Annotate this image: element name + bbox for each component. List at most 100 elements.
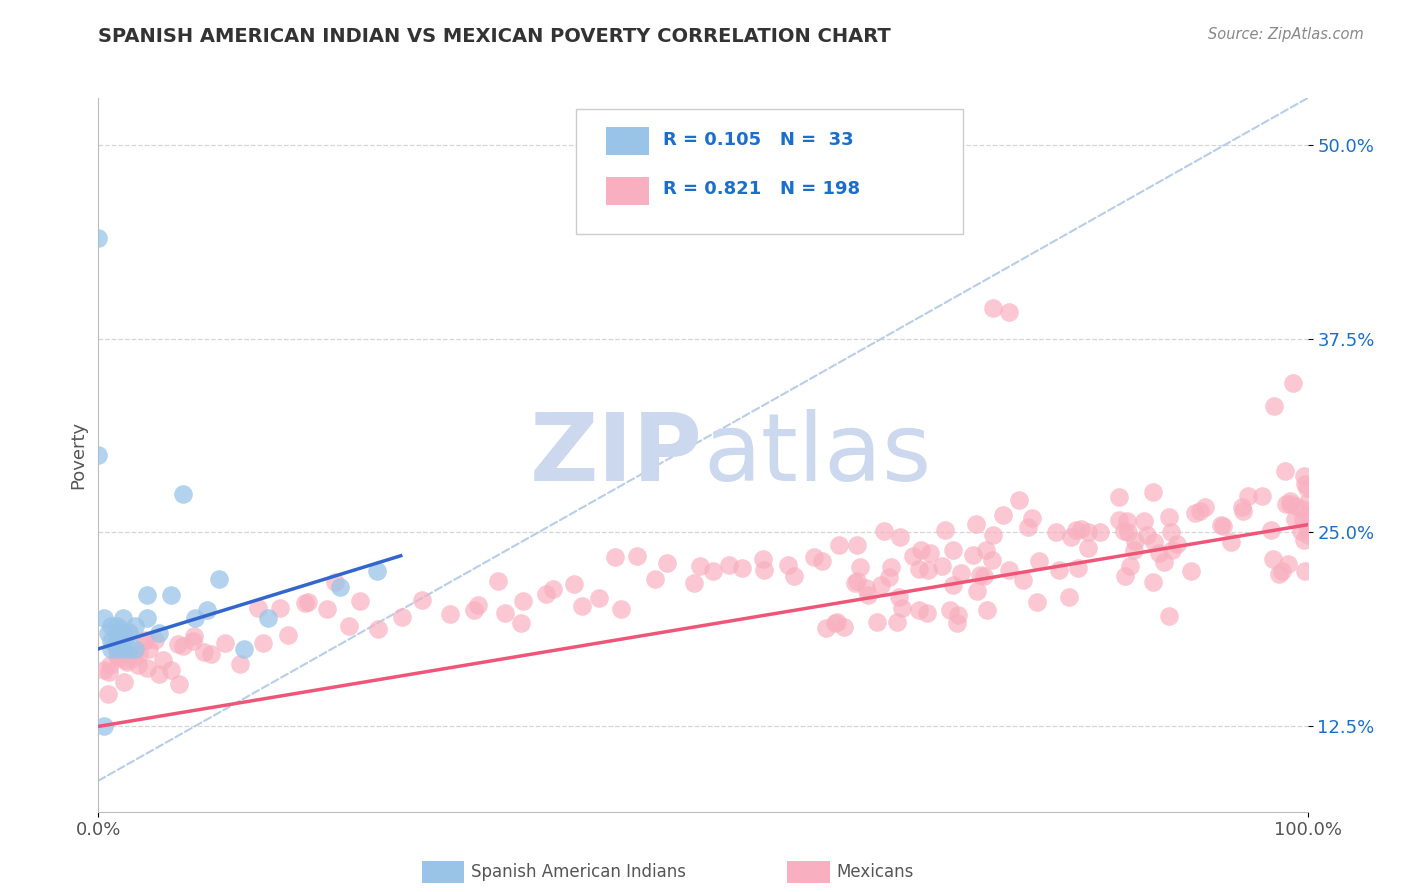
Point: [1143, 534, 1166, 549]
Point: [252, 636, 274, 650]
Point: [1045, 524, 1067, 539]
Point: [962, 548, 984, 562]
Point: [886, 615, 908, 629]
Point: [134, 634, 156, 648]
Point: [124, 641, 146, 656]
Point: [93, 611, 115, 625]
Point: [1067, 560, 1090, 574]
Point: [200, 647, 222, 661]
Point: [297, 595, 319, 609]
Point: [1180, 565, 1202, 579]
Point: [866, 615, 889, 629]
Point: [107, 650, 129, 665]
Text: Source: ZipAtlas.com: Source: ZipAtlas.com: [1208, 27, 1364, 42]
Point: [1008, 492, 1031, 507]
Point: [917, 563, 939, 577]
Point: [991, 508, 1014, 522]
Point: [1232, 504, 1254, 518]
Point: [105, 634, 128, 648]
Point: [825, 615, 848, 630]
Point: [849, 559, 872, 574]
Point: [1268, 567, 1291, 582]
Point: [1142, 575, 1164, 590]
Point: [644, 572, 666, 586]
Point: [1289, 524, 1312, 538]
Point: [1230, 500, 1253, 515]
Point: [974, 542, 997, 557]
Point: [1025, 595, 1047, 609]
Point: [105, 641, 128, 656]
Point: [115, 653, 138, 667]
Point: [908, 602, 931, 616]
Point: [232, 641, 254, 656]
Point: [1161, 542, 1184, 557]
Point: [752, 552, 775, 566]
Point: [931, 559, 953, 574]
Point: [877, 570, 900, 584]
Point: [148, 666, 170, 681]
Point: [1108, 513, 1130, 527]
Point: [1028, 554, 1050, 568]
Point: [811, 554, 834, 568]
Point: [256, 611, 278, 625]
Point: [889, 530, 911, 544]
Point: [1295, 481, 1317, 495]
Point: [814, 621, 837, 635]
Point: [1070, 522, 1092, 536]
Point: [463, 603, 485, 617]
Point: [1108, 490, 1130, 504]
Point: [138, 641, 160, 656]
Point: [105, 644, 128, 658]
Point: [1274, 464, 1296, 478]
Point: [1011, 573, 1033, 587]
Point: [1153, 555, 1175, 569]
Point: [998, 305, 1021, 319]
Point: [118, 625, 141, 640]
Point: [949, 566, 972, 581]
Point: [981, 528, 1004, 542]
Point: [1285, 499, 1308, 513]
Point: [844, 576, 866, 591]
Point: [1278, 494, 1301, 508]
Point: [1157, 510, 1180, 524]
Point: [486, 574, 509, 589]
Point: [494, 606, 516, 620]
Point: [1064, 524, 1087, 538]
Point: [783, 568, 806, 582]
Point: [1219, 534, 1241, 549]
Point: [824, 615, 846, 630]
Point: [1188, 504, 1211, 518]
Point: [108, 622, 131, 636]
Point: [939, 603, 962, 617]
Point: [1294, 564, 1316, 578]
Point: [731, 561, 754, 575]
Bar: [606, 177, 648, 205]
Point: [97, 688, 120, 702]
Point: [93, 663, 115, 677]
Point: [134, 633, 156, 648]
Point: [1260, 524, 1282, 538]
Point: [100, 618, 122, 632]
Text: R = 0.821   N = 198: R = 0.821 N = 198: [664, 180, 860, 198]
Point: [1160, 524, 1182, 539]
Point: [1278, 497, 1301, 511]
Point: [718, 558, 741, 573]
Point: [1271, 564, 1294, 578]
Point: [588, 591, 610, 606]
Point: [439, 607, 461, 621]
Point: [512, 594, 534, 608]
Point: [858, 588, 880, 602]
Text: R = 0.105   N =  33: R = 0.105 N = 33: [664, 130, 853, 148]
Point: [115, 648, 138, 662]
Text: SPANISH AMERICAN INDIAN VS MEXICAN POVERTY CORRELATION CHART: SPANISH AMERICAN INDIAN VS MEXICAN POVER…: [98, 27, 891, 45]
Point: [571, 599, 593, 614]
Point: [1296, 528, 1319, 542]
Point: [184, 611, 207, 625]
Point: [111, 641, 134, 656]
Point: [1294, 476, 1316, 491]
Point: [1261, 552, 1284, 566]
Point: [100, 641, 122, 656]
Point: [105, 626, 128, 640]
Point: [111, 626, 134, 640]
Point: [1136, 528, 1159, 542]
